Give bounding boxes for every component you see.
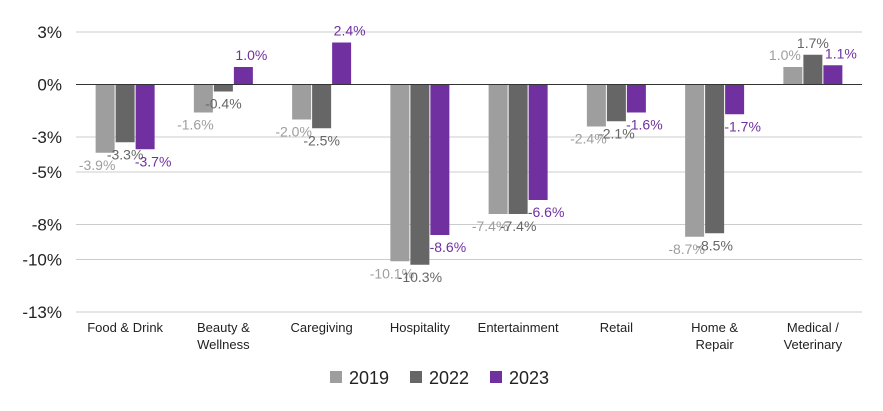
- bar-2023: [528, 84, 548, 200]
- data-label-2019: -10.1%: [370, 265, 414, 281]
- legend-label-2023: 2023: [509, 368, 549, 388]
- bar-2023: [626, 84, 646, 113]
- bar-2022: [410, 84, 430, 265]
- x-tick-label: Food & Drink: [87, 320, 163, 335]
- data-label-2022: 1.7%: [797, 35, 829, 51]
- legend-swatch-2023: [490, 371, 502, 383]
- data-label-2019: -8.7%: [668, 241, 705, 257]
- data-label-2019: -7.4%: [472, 218, 509, 234]
- data-label-2023: -8.6%: [430, 239, 467, 255]
- bar-2022: [312, 84, 332, 129]
- bar-2019: [95, 84, 115, 153]
- grid-lines: [76, 31, 862, 313]
- y-tick-label: -8%: [32, 216, 62, 235]
- legend-swatch-2022: [410, 371, 422, 383]
- data-label-2023: 1.1%: [825, 45, 857, 61]
- x-axis-ticks: Food & Drink Beauty & Wellness Caregiving Ho…: [87, 320, 842, 352]
- bar-2022: [606, 84, 626, 122]
- x-tick-label: Entertainment: [478, 320, 559, 335]
- x-tick-label: Hospitality: [390, 320, 450, 335]
- x-tick-label: Medical / Veterinary: [784, 320, 843, 352]
- bar-2019: [488, 84, 508, 214]
- data-label-2022: -10.3%: [398, 269, 442, 285]
- data-label-2023: 1.0%: [235, 47, 267, 63]
- bar-2022: [508, 84, 528, 214]
- bar-2019: [586, 84, 606, 127]
- legend-label-2019: 2019: [349, 368, 389, 388]
- bar-2023: [823, 65, 843, 85]
- data-label-2019: 1.0%: [769, 47, 801, 63]
- x-tick-label: Home & Repair: [691, 320, 738, 352]
- bar-2022: [213, 84, 233, 92]
- y-tick-label: 3%: [37, 23, 62, 42]
- legend-label-2022: 2022: [429, 368, 469, 388]
- data-label-2022: -0.4%: [205, 96, 242, 112]
- data-label-2019: -2.0%: [275, 124, 312, 140]
- data-label-2019: -3.9%: [79, 157, 116, 173]
- data-label-2022: -2.5%: [303, 132, 340, 148]
- data-label-2019: -2.4%: [570, 131, 607, 147]
- y-tick-label: -10%: [22, 251, 62, 270]
- y-tick-label: 0%: [37, 76, 62, 95]
- bars: [95, 42, 843, 265]
- bar-2023: [233, 67, 253, 85]
- bar-2019: [390, 84, 410, 262]
- legend-swatch-2019: [330, 371, 342, 383]
- data-label-2023: -1.6%: [626, 117, 663, 133]
- bar-2019: [292, 84, 312, 120]
- bar-2019: [685, 84, 705, 237]
- data-label-2022: -2.1%: [598, 125, 635, 141]
- bar-2023: [332, 42, 352, 85]
- bar-2022: [115, 84, 135, 143]
- data-label-2019: -1.6%: [177, 117, 214, 133]
- x-tick-label: Caregiving: [291, 320, 353, 335]
- bar-2022: [705, 84, 725, 234]
- y-tick-label: -5%: [32, 163, 62, 182]
- data-label-2023: -3.7%: [135, 153, 172, 169]
- y-tick-label: -13%: [22, 303, 62, 322]
- bar-2023: [430, 84, 450, 235]
- data-label-2022: -7.4%: [500, 218, 537, 234]
- y-axis-ticks: 3% 0% -3% -5% -8% -10% -13%: [22, 23, 62, 322]
- bar-2019: [783, 67, 803, 85]
- x-tick-label: Retail: [600, 320, 633, 335]
- bar-2023: [135, 84, 155, 150]
- bar-2023: [725, 84, 745, 115]
- legend: 2019 2022 2023: [330, 368, 549, 388]
- data-label-2023: -1.7%: [724, 118, 761, 134]
- bar-2019: [193, 84, 213, 113]
- data-label-2022: -8.5%: [696, 237, 733, 253]
- data-label-2023: 2.4%: [334, 23, 366, 39]
- data-label-2023: -6.6%: [528, 204, 565, 220]
- data-labels: -3.9%-3.3%-3.7% -1.6% -0.4% 1.0% -2.0%-2.5% 2…: [79, 23, 857, 285]
- y-tick-label: -3%: [32, 128, 62, 147]
- data-label-2022: -3.3%: [107, 146, 144, 162]
- bar-2022: [803, 54, 823, 85]
- x-tick-label: Beauty & Wellness: [197, 320, 250, 352]
